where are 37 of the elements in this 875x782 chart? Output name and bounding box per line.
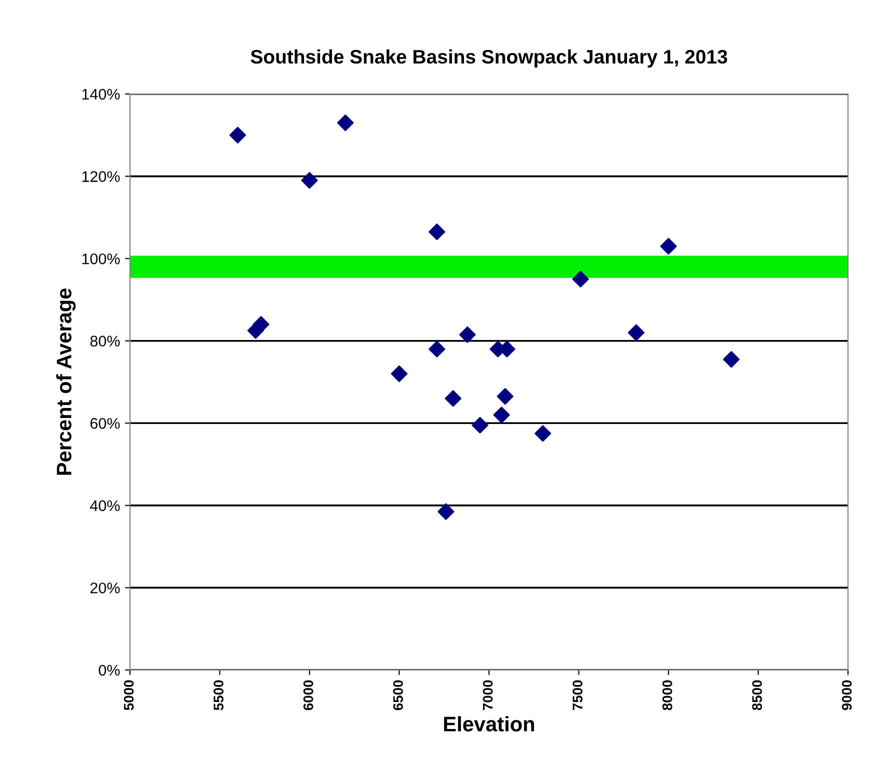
y-tick-label: 40% bbox=[90, 500, 120, 512]
x-tick-label: 6000 bbox=[303, 680, 314, 710]
y-tick-label: 0% bbox=[98, 664, 120, 676]
point bbox=[438, 503, 454, 520]
point bbox=[428, 224, 446, 240]
x-tick-label: 7500 bbox=[572, 680, 582, 710]
point bbox=[444, 390, 462, 407]
x-tick-label: 5000 bbox=[124, 680, 134, 710]
point bbox=[723, 351, 740, 368]
x-axis-title: Elevation bbox=[444, 716, 534, 732]
point bbox=[459, 326, 476, 343]
y-tick-label: 60% bbox=[90, 418, 120, 429]
y-tick-label: 120% bbox=[82, 171, 120, 182]
point bbox=[572, 270, 589, 288]
x-tick-label: 7000 bbox=[482, 680, 493, 710]
point bbox=[229, 126, 246, 144]
point bbox=[472, 416, 488, 434]
point bbox=[301, 172, 318, 189]
point bbox=[428, 340, 446, 358]
x-tick-label: 5500 bbox=[214, 680, 224, 710]
point bbox=[660, 238, 677, 255]
x-tick-label: 6500 bbox=[393, 680, 403, 710]
chart-title: Southside Snake Basins Snowpack January 1, 2013 bbox=[250, 49, 728, 68]
point bbox=[628, 324, 644, 341]
y-axis-title: Percent of Average bbox=[56, 288, 76, 475]
point bbox=[493, 406, 510, 424]
y-tick-label: 20% bbox=[90, 582, 120, 594]
point bbox=[337, 114, 354, 132]
point bbox=[534, 425, 552, 442]
point bbox=[390, 365, 408, 382]
x-tick-label: 8500 bbox=[752, 680, 762, 710]
y-tick-label: 140% bbox=[82, 88, 120, 100]
point bbox=[496, 388, 514, 405]
y-tick-label: 100% bbox=[82, 253, 120, 264]
x-tick-label: 8000 bbox=[662, 680, 672, 710]
y-tick-label: 80% bbox=[90, 336, 120, 347]
x-tick-label: 9000 bbox=[842, 680, 852, 710]
